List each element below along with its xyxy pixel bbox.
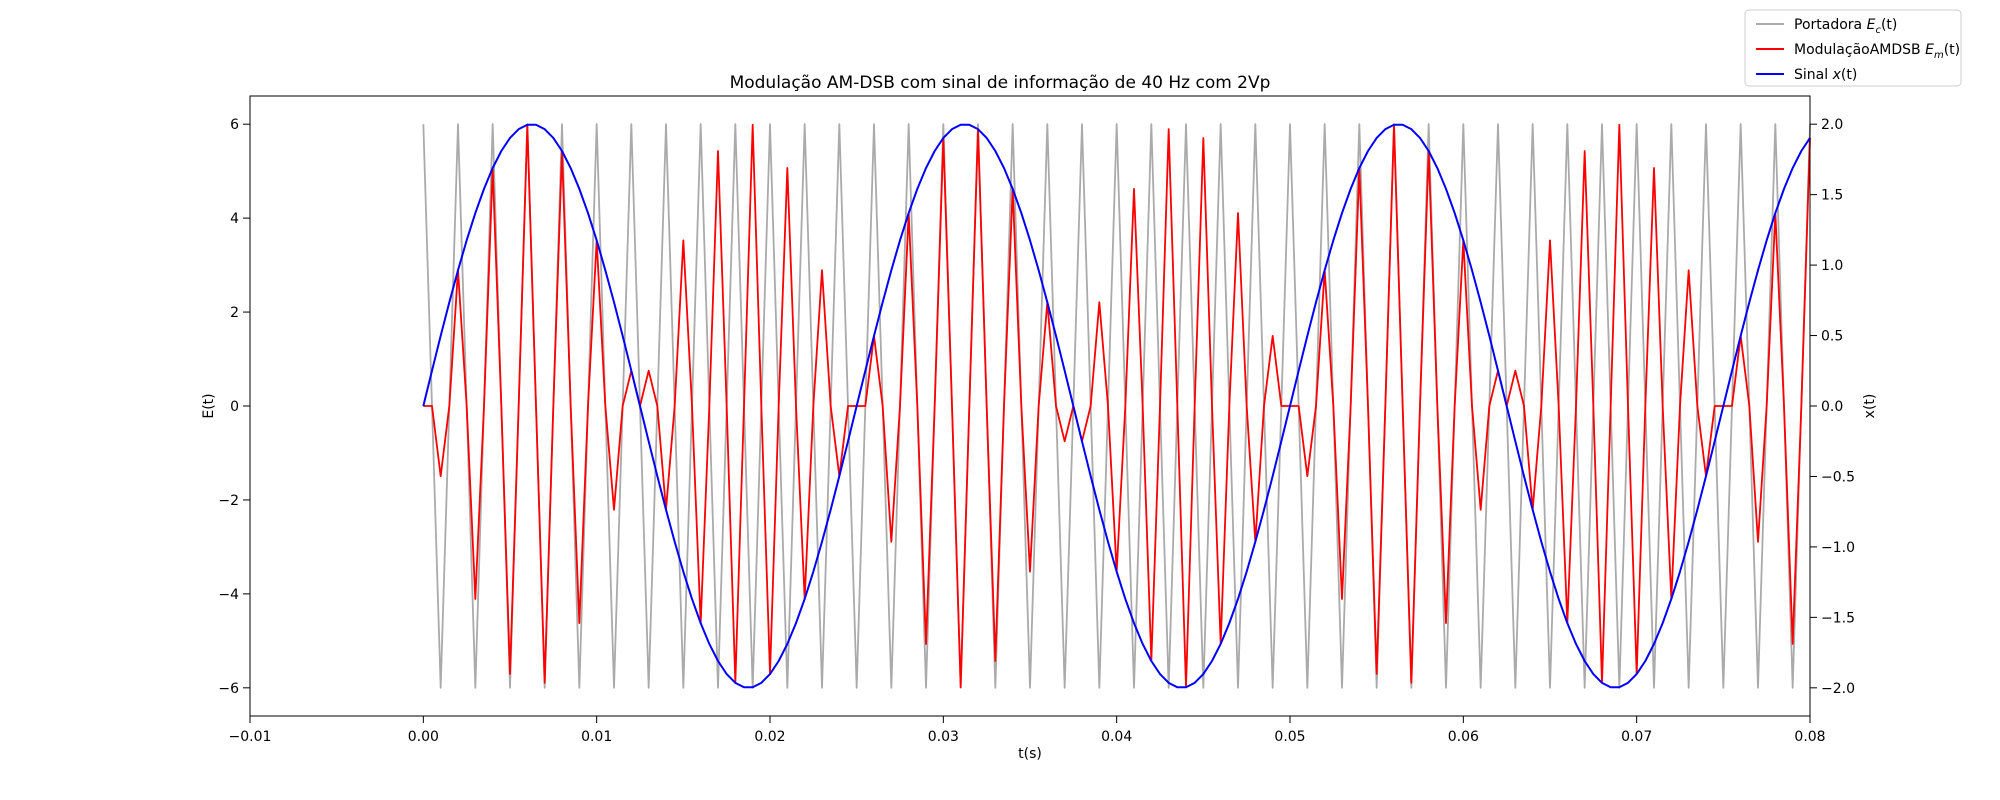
legend-item: Portadora Ec(t) bbox=[1756, 17, 1897, 36]
legend-label: Portadora Ec(t) bbox=[1794, 17, 1897, 36]
y-tick: −4 bbox=[218, 587, 250, 603]
series-modulated bbox=[423, 123, 1811, 689]
y-tick-label: 2 bbox=[230, 305, 239, 321]
y-tick-label: −2 bbox=[218, 493, 239, 509]
x-axis: −0.01 0.00 0.01 0.02 0.03 0.04 0.05 0.06 0.07 0.0… bbox=[229, 716, 1826, 745]
x-tick: 0.01 bbox=[581, 716, 612, 745]
x-tick-label: 0.02 bbox=[754, 729, 785, 745]
y-axis-right: −2.0 −1.5 −1.0 −0.5 0.0 0.5 1.0 1.5 2.0 bbox=[1810, 117, 1855, 697]
y-tick-label: −4 bbox=[218, 587, 239, 603]
y2-tick: 2.0 bbox=[1810, 117, 1843, 133]
x-tick-label: 0.03 bbox=[928, 729, 959, 745]
y2-tick: 0.0 bbox=[1810, 399, 1843, 415]
y2-tick-label: −0.5 bbox=[1821, 469, 1855, 485]
y2-tick: −1.0 bbox=[1810, 540, 1855, 556]
y-tick: 0 bbox=[230, 399, 250, 415]
x-tick: 0.08 bbox=[1794, 716, 1826, 745]
y2-tick-label: 0.5 bbox=[1821, 329, 1843, 345]
y-tick: 4 bbox=[230, 211, 250, 227]
legend-item: ModulaçãoAMDSB Em(t) bbox=[1756, 42, 1960, 61]
y2-tick: 1.5 bbox=[1810, 188, 1843, 204]
x-tick-label: 0.07 bbox=[1621, 729, 1652, 745]
series-layer bbox=[422, 123, 1811, 689]
x-tick-label: 0.05 bbox=[1274, 729, 1305, 745]
x-tick-label: −0.01 bbox=[229, 729, 272, 745]
x-tick-label: 0.04 bbox=[1101, 729, 1132, 745]
y2-tick-label: 2.0 bbox=[1821, 117, 1843, 133]
y2-tick: −2.0 bbox=[1810, 681, 1855, 697]
y-tick: 6 bbox=[230, 117, 250, 133]
x-tick-label: 0.06 bbox=[1448, 729, 1479, 745]
y-tick-label: 4 bbox=[230, 211, 239, 227]
y-tick: −6 bbox=[218, 681, 250, 697]
y2-tick-label: −2.0 bbox=[1821, 681, 1855, 697]
legend-item: Sinal x(t) bbox=[1756, 67, 1857, 83]
y2-tick-label: 1.0 bbox=[1821, 258, 1843, 274]
x-tick: 0.02 bbox=[754, 716, 786, 745]
y2-tick-label: 1.5 bbox=[1821, 188, 1843, 204]
x-tick: 0.04 bbox=[1101, 716, 1132, 745]
legend: Portadora Ec(t) ModulaçãoAMDSB Em(t) Sinal… bbox=[1744, 9, 1962, 87]
x-tick: 0.03 bbox=[928, 716, 959, 745]
y2-axis-label: x(t) bbox=[1862, 394, 1878, 419]
y2-tick-label: −1.0 bbox=[1821, 540, 1855, 556]
x-tick: 0.05 bbox=[1274, 716, 1306, 745]
legend-label: Sinal x(t) bbox=[1794, 67, 1857, 83]
y-tick: 2 bbox=[230, 305, 250, 321]
x-tick: 0.06 bbox=[1448, 716, 1479, 745]
legend-label: ModulaçãoAMDSB Em(t) bbox=[1794, 42, 1960, 61]
legend-box bbox=[1744, 9, 1962, 87]
y2-tick: −1.5 bbox=[1810, 610, 1855, 626]
y-tick-label: 0 bbox=[230, 399, 239, 415]
y-tick-label: −6 bbox=[218, 681, 239, 697]
y-tick: −2 bbox=[218, 493, 250, 509]
x-tick-label: 0.01 bbox=[581, 729, 612, 745]
x-tick: −0.01 bbox=[229, 716, 272, 745]
x-tick-label: 0.08 bbox=[1794, 729, 1825, 745]
y2-tick: 1.0 bbox=[1810, 258, 1843, 274]
y-tick-label: 6 bbox=[230, 117, 239, 133]
chart-title: Modulação AM-DSB com sinal de informação… bbox=[730, 73, 1271, 93]
y2-tick: −0.5 bbox=[1810, 469, 1855, 485]
x-axis-label: t(s) bbox=[1018, 746, 1042, 762]
series-signal bbox=[422, 123, 1811, 689]
y2-tick-label: 0.0 bbox=[1821, 399, 1843, 415]
x-tick-label: 0.00 bbox=[408, 729, 439, 745]
series-carrier bbox=[422, 123, 1811, 689]
y-axis-label: E(t) bbox=[201, 393, 217, 418]
y2-tick-label: −1.5 bbox=[1821, 610, 1855, 626]
y2-tick: 0.5 bbox=[1810, 329, 1843, 345]
x-tick: 0.00 bbox=[408, 716, 439, 745]
y-axis-left: −6 −4 −2 0 2 4 6 bbox=[218, 117, 250, 697]
x-tick: 0.07 bbox=[1621, 716, 1652, 745]
